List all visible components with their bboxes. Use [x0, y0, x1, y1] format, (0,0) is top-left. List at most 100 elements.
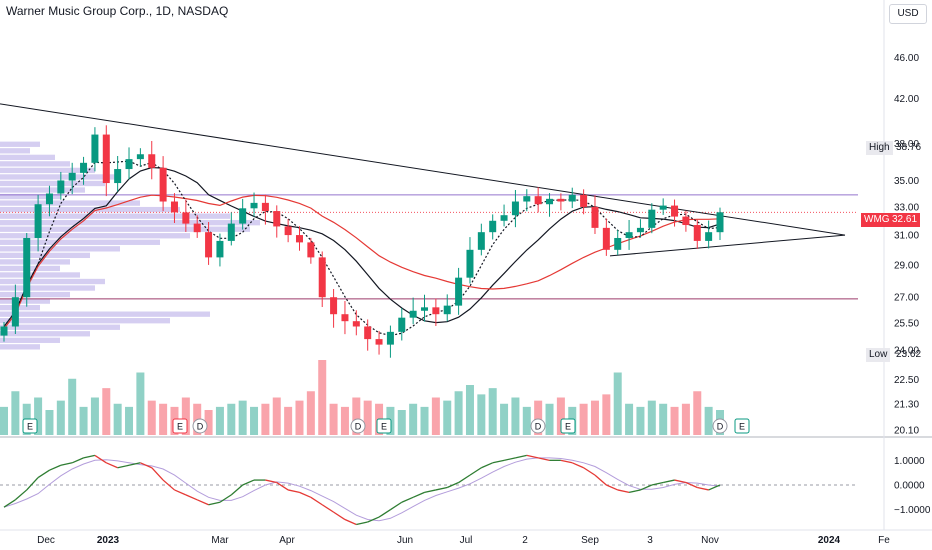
oscillator-segment — [3, 499, 16, 508]
candle — [227, 212, 235, 246]
time-tick-label: 2 — [522, 535, 528, 546]
badge-label: E — [739, 422, 745, 432]
candle — [80, 156, 88, 185]
oscillator-panel — [0, 436, 932, 526]
oscillator-segment — [37, 469, 50, 479]
oscillator-tick-label: −1.0000 — [894, 505, 931, 516]
candle-body — [57, 180, 65, 194]
oscillator-segment — [628, 489, 641, 494]
volume-profile-row — [0, 206, 180, 213]
price-axis[interactable]: 50.0046.0042.0038.0035.0033.0031.0029.00… — [883, 0, 919, 530]
moving-average-black-line — [3, 166, 721, 327]
oscillator-segment — [60, 462, 73, 466]
candle-body — [182, 212, 190, 224]
candle — [182, 199, 190, 232]
time-tick-label: 2023 — [97, 535, 120, 546]
oscillator-segment — [708, 484, 721, 491]
candle-body — [671, 205, 679, 217]
badge-frame — [734, 418, 750, 434]
candle — [170, 193, 178, 223]
candle-body — [307, 242, 315, 258]
oscillator-segment — [208, 501, 221, 506]
badge-frame — [530, 418, 546, 434]
volume-bar — [500, 403, 509, 435]
volume-profile-row — [0, 318, 170, 324]
oscillator-segment — [185, 494, 198, 501]
volume-bar — [704, 406, 713, 435]
oscillator-segment — [71, 457, 84, 464]
oscillator-segment — [571, 462, 584, 469]
oscillator-segment — [83, 454, 96, 459]
candle-body — [364, 326, 372, 340]
currency-button[interactable]: USD — [889, 4, 927, 24]
trendlines — [0, 103, 846, 257]
volume-bar — [125, 406, 134, 435]
volume-bar — [579, 403, 588, 435]
volume-profile-row — [0, 344, 40, 350]
candle-body — [534, 196, 542, 205]
badge-label: E — [381, 422, 387, 432]
oscillator-segment — [651, 481, 664, 486]
oscillator-segment — [117, 464, 130, 469]
volume-profile-row — [0, 174, 120, 180]
oscillator-segment — [515, 454, 527, 459]
oscillator-segment — [435, 486, 448, 491]
volume-profile-row — [0, 304, 40, 311]
candle — [648, 203, 656, 234]
volume-bar — [590, 400, 599, 435]
candle-body — [614, 237, 622, 250]
oscillator-segment — [697, 486, 709, 491]
candle — [455, 267, 463, 315]
volume-profile-row — [0, 246, 120, 252]
volume-bar — [250, 406, 259, 435]
badge-frame — [192, 418, 208, 434]
candle-body — [625, 232, 633, 238]
price-tick-label: 24.00 — [894, 346, 919, 357]
oscillator-segment — [219, 494, 232, 503]
price-tick-label: 38.00 — [894, 139, 919, 150]
volume-profile-row — [0, 226, 250, 232]
volume-profile-row — [0, 259, 70, 265]
oscillator-segment — [321, 504, 334, 513]
candle — [307, 237, 315, 264]
volume-bar — [625, 403, 634, 435]
volume-bar — [477, 394, 486, 435]
price-tick-label: 25.50 — [894, 318, 919, 329]
candle-body — [352, 321, 360, 327]
candle-body — [409, 310, 417, 318]
candle — [477, 223, 485, 256]
candle-body — [682, 216, 690, 226]
volume-bar — [102, 388, 111, 435]
candle-body — [375, 339, 383, 345]
oscillator-segment — [492, 459, 505, 464]
moving-average-red-line — [3, 194, 721, 330]
oscillator-tick-label: 0.0000 — [894, 481, 925, 492]
candle-body — [648, 209, 656, 228]
candle-body — [511, 201, 519, 216]
candle-body — [114, 169, 122, 184]
volume-bar — [602, 394, 611, 435]
badge-label: E — [177, 422, 183, 432]
oscillator-segment — [196, 499, 209, 506]
candle — [534, 187, 542, 213]
time-axis[interactable]: Dec 2023 Mar Apr Jun Jul 2 Sep 3 Nov 2024 Fe — [0, 529, 932, 546]
oscillator-axis: 1.0000 0.0000 −1.0000 — [894, 456, 931, 516]
oscillator-segment — [458, 474, 471, 484]
candle-body — [23, 237, 31, 298]
oscillator-segment — [503, 457, 516, 461]
candle-body — [455, 277, 463, 306]
oscillator-segment — [538, 457, 550, 461]
event-badge: D — [712, 418, 728, 434]
candle-body — [159, 167, 167, 202]
event-badge: E — [172, 418, 188, 434]
candle — [250, 192, 258, 217]
volume-bar — [545, 403, 554, 435]
oscillator-segment — [151, 467, 164, 481]
candle — [716, 207, 724, 241]
candle-body — [102, 134, 110, 184]
candle-body — [34, 204, 42, 238]
oscillator-segment — [333, 511, 346, 521]
badge-label: D — [535, 422, 542, 432]
